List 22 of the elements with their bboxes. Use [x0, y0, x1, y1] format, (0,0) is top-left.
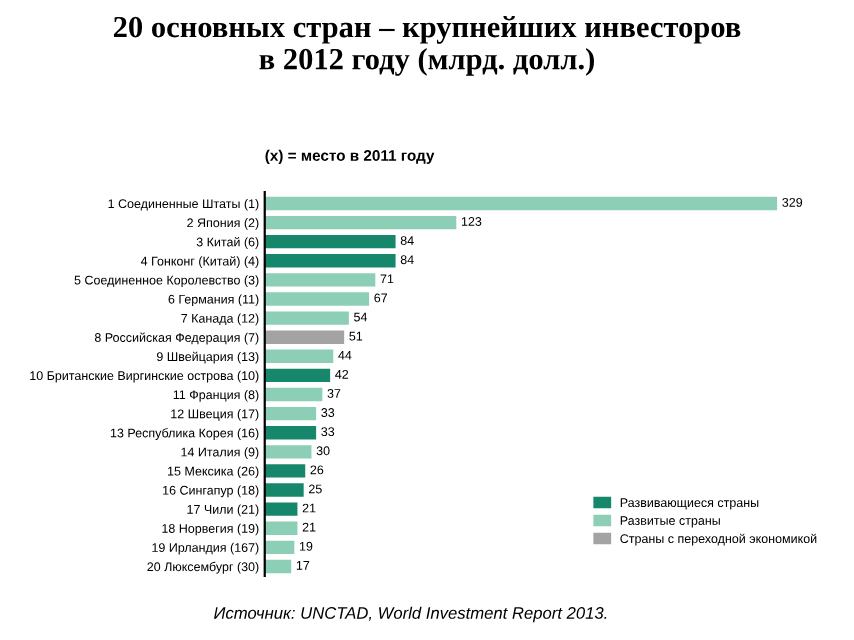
- bar: [264, 349, 334, 363]
- bar: [264, 521, 298, 535]
- bar: [264, 406, 317, 421]
- bar: [264, 387, 323, 402]
- bar: [264, 215, 457, 230]
- bar: [264, 311, 349, 325]
- chart-title: 20 основных стран – крупнейших инвесторов в 2012 году (млрд. долл.): [113, 16, 741, 76]
- bar: [264, 426, 317, 440]
- bar: [264, 234, 396, 249]
- bar: [264, 330, 345, 344]
- bar: [264, 368, 331, 383]
- bar: [264, 464, 306, 478]
- bar: [264, 254, 396, 268]
- bar: [264, 502, 298, 516]
- bar: [264, 196, 778, 211]
- bar: [264, 292, 370, 306]
- bar: [264, 273, 376, 287]
- bar: [264, 483, 304, 497]
- bar: [264, 540, 295, 555]
- bar: [264, 559, 292, 574]
- bar: [264, 445, 312, 459]
- text: Источник: UNCTAD, World Investment Report 2013.: [214, 606, 607, 623]
